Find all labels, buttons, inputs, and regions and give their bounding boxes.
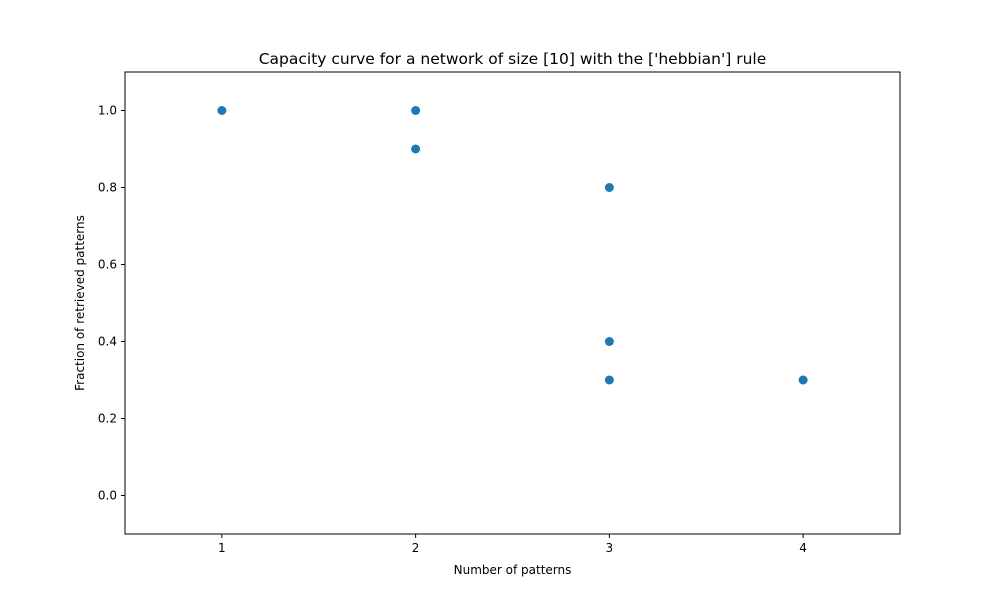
x-tick-label: 1 — [218, 541, 226, 555]
data-point — [411, 106, 421, 115]
chart-title: Capacity curve for a network of size [10… — [259, 50, 767, 68]
y-tick-label: 0.0 — [98, 489, 117, 503]
x-tick-label: 4 — [799, 541, 807, 555]
data-point — [604, 337, 614, 346]
x-axis-ticks: 1 2 3 4 — [218, 534, 807, 555]
y-tick-label: 0.6 — [98, 258, 117, 272]
y-tick-label: 0.8 — [98, 181, 117, 195]
y-axis-label: Fraction of retrieved patterns — [73, 215, 87, 391]
data-point — [411, 144, 421, 154]
y-tick-label: 0.2 — [98, 412, 117, 426]
y-axis-ticks: 0.0 0.2 0.4 0.6 0.8 1.0 — [98, 104, 125, 503]
data-point — [798, 375, 808, 385]
x-tick-label: 2 — [412, 541, 420, 555]
y-tick-label: 1.0 — [98, 104, 117, 118]
y-tick-label: 0.4 — [98, 335, 117, 349]
x-axis-label: Number of patterns — [454, 563, 572, 577]
data-point — [604, 183, 614, 192]
data-points — [217, 106, 808, 385]
data-point — [604, 375, 614, 385]
x-tick-label: 3 — [606, 541, 614, 555]
axes-frame — [124, 71, 901, 535]
data-point — [217, 106, 227, 115]
